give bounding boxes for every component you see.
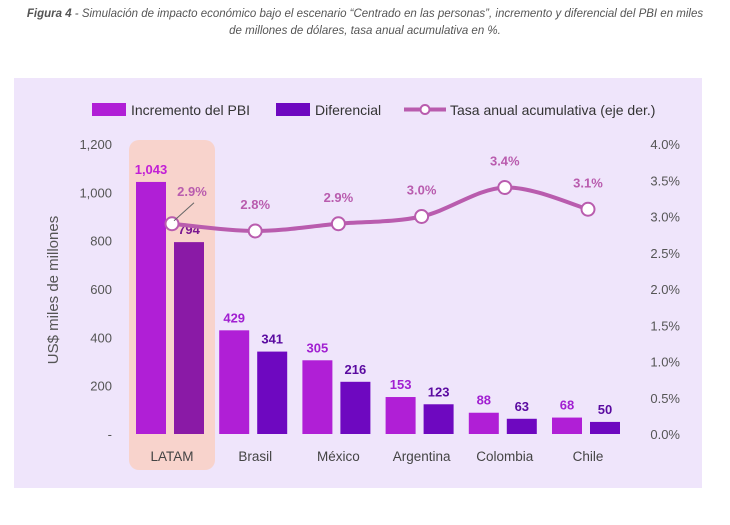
y-axis-label: US$ miles de millones — [45, 216, 62, 364]
figure-caption-text: - Simulación de impacto económico bajo e… — [71, 8, 704, 37]
bar-diferencial — [590, 421, 620, 434]
y2-tick-label: 0.5% — [650, 391, 680, 406]
bars — [136, 181, 620, 434]
y2-tick-label: 2.5% — [650, 246, 680, 261]
bar-label-diferencial: 341 — [261, 332, 283, 347]
y-tick-label: 800 — [90, 234, 112, 249]
legend-swatch-incremento — [92, 103, 126, 116]
y2-tick-label: 4.0% — [650, 137, 680, 152]
rate-label: 2.9% — [177, 184, 207, 199]
y2-axis-ticks: 0.0% 0.5% 1.0% 1.5% 2.0% 2.5% 3.0% 3.5% 4.0% — [650, 137, 680, 442]
legend-label-tasa: Tasa anual acumulativa (eje der.) — [450, 102, 655, 118]
bar-diferencial — [174, 242, 204, 434]
bar-label-incremento: 429 — [223, 310, 245, 325]
bar-label-incremento: 153 — [390, 377, 412, 392]
bar-incremento — [302, 360, 333, 434]
category-label: Colombia — [476, 449, 534, 464]
rate-marker — [247, 223, 263, 239]
bar-incremento — [385, 397, 416, 434]
y2-tick-label: 3.0% — [650, 210, 680, 225]
y2-tick-label: 3.5% — [650, 173, 680, 188]
bar-label-diferencial: 63 — [515, 399, 529, 414]
rate-label: 3.4% — [490, 154, 520, 169]
category-label: Brasil — [238, 449, 272, 464]
legend-swatch-tasa-marker — [419, 104, 431, 115]
rate-label-leader-line — [173, 202, 195, 222]
rate-label: 2.8% — [240, 197, 270, 212]
y2-tick-label: 2.0% — [650, 282, 680, 297]
bar-incremento — [219, 330, 250, 434]
category-label: Chile — [573, 449, 604, 464]
y-axis-ticks: - 200 400 600 800 1,000 1,200 — [79, 137, 112, 442]
bar-label-incremento: 88 — [477, 393, 491, 408]
y2-tick-label: 0.0% — [650, 427, 680, 442]
legend-swatch-diferencial — [276, 103, 310, 116]
y-tick-label: - — [108, 427, 112, 442]
category-labels: LATAM Brasil México Argentina Colombia Chile — [150, 449, 603, 464]
bar-incremento — [552, 417, 582, 434]
y2-tick-label: 1.5% — [650, 318, 680, 333]
category-label: Argentina — [393, 449, 451, 464]
rate-label: 3.1% — [573, 175, 603, 190]
bar-incremento — [468, 412, 499, 434]
y-tick-label: 600 — [90, 282, 112, 297]
rate-marker — [164, 216, 180, 232]
bar-diferencial — [506, 418, 537, 434]
legend-label-diferencial: Diferencial — [315, 102, 381, 118]
rate-marker — [580, 201, 596, 217]
bar-label-diferencial: 123 — [428, 384, 450, 399]
bar-label-incremento: 68 — [560, 398, 574, 413]
rate-marker — [497, 180, 513, 195]
bar-diferencial — [257, 351, 288, 434]
rate-label: 3.0% — [407, 183, 437, 198]
figure-label: Figura 4 — [26, 8, 72, 20]
bar-label-incremento: 1,043 — [135, 162, 168, 177]
y-tick-label: 400 — [90, 330, 112, 345]
y-tick-label: 1,200 — [79, 137, 112, 152]
y2-tick-label: 1.0% — [650, 355, 680, 370]
bar-label-diferencial: 216 — [345, 362, 367, 377]
legend: Incremento del PBI Diferencial Tasa anua… — [92, 102, 655, 118]
y-tick-label: 200 — [90, 379, 112, 394]
bar-incremento — [136, 181, 166, 434]
y-tick-label: 1,000 — [79, 185, 112, 200]
rate-label: 2.9% — [324, 190, 354, 205]
bar-label-diferencial: 50 — [598, 402, 612, 417]
bar-label-incremento: 305 — [307, 340, 329, 355]
figure-caption: Figura 4 - Simulación de impacto económi… — [20, 6, 710, 40]
bar-diferencial — [340, 381, 371, 434]
rate-marker — [414, 209, 430, 224]
category-label: LATAM — [150, 449, 193, 464]
rate-line-series: 2.9% 2.8% 2.9% 3.0% 3.4% 3.1% — [164, 154, 603, 239]
rate-marker — [330, 216, 346, 232]
rate-line — [171, 185, 589, 234]
bar-diferencial — [423, 404, 454, 434]
legend-label-incremento: Incremento del PBI — [131, 102, 250, 118]
category-label: México — [317, 449, 360, 464]
